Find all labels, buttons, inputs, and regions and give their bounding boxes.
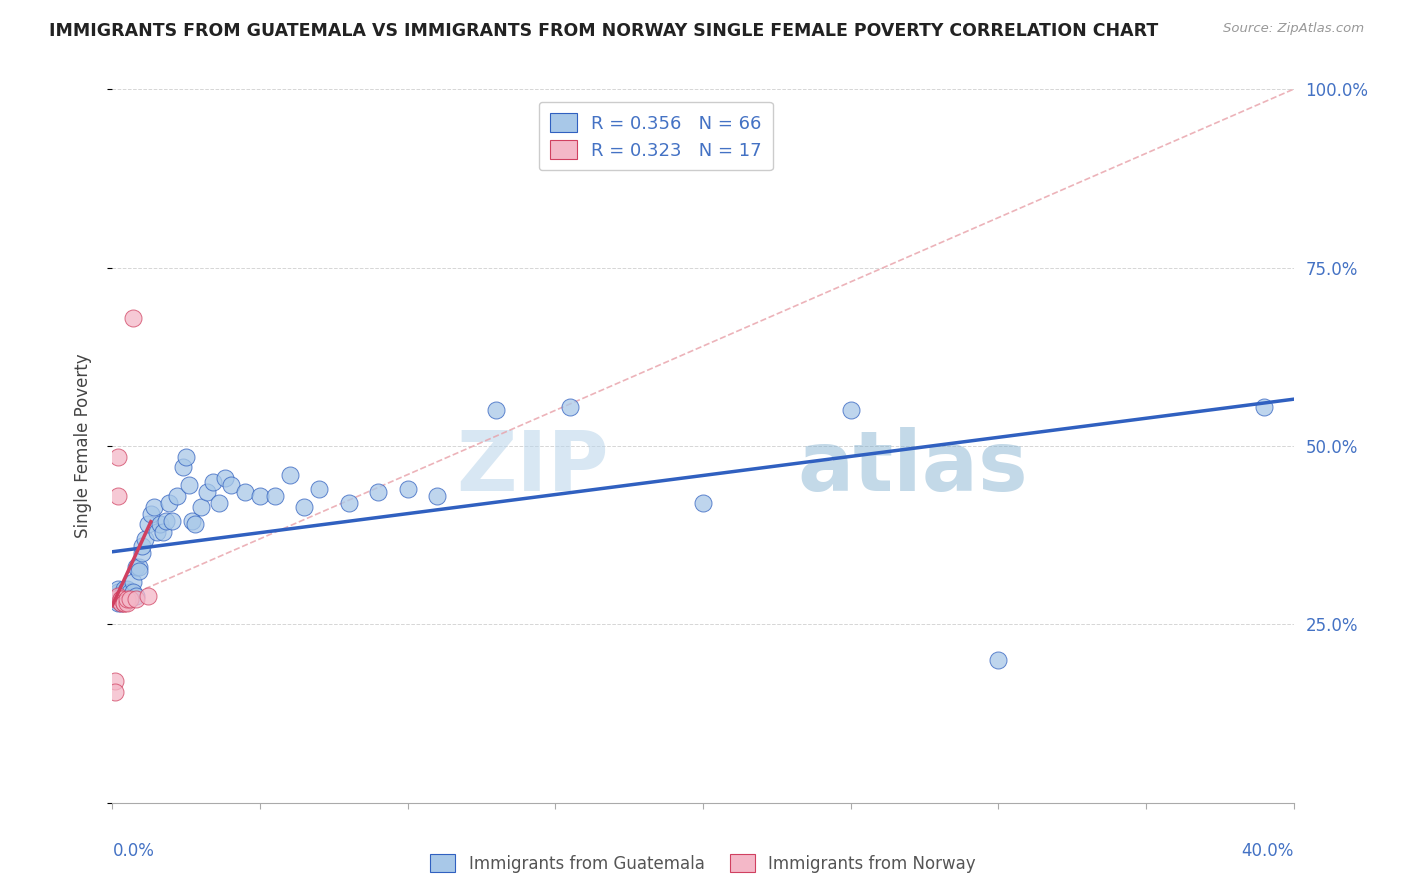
Point bbox=[181, 514, 204, 528]
Point bbox=[110, 592, 132, 607]
Point bbox=[152, 524, 174, 539]
Point bbox=[367, 485, 389, 500]
Point bbox=[104, 674, 127, 689]
Text: 40.0%: 40.0% bbox=[1241, 842, 1294, 860]
Point bbox=[120, 592, 142, 607]
Y-axis label: Single Female Poverty: Single Female Poverty bbox=[73, 354, 91, 538]
Point bbox=[104, 589, 127, 603]
Point bbox=[112, 596, 135, 610]
Point bbox=[839, 403, 862, 417]
Point bbox=[214, 471, 236, 485]
Point bbox=[107, 589, 129, 603]
Point bbox=[104, 592, 127, 607]
Point bbox=[117, 582, 138, 596]
Text: 0.0%: 0.0% bbox=[112, 842, 155, 860]
Point bbox=[107, 582, 129, 596]
Point bbox=[120, 589, 142, 603]
Point bbox=[426, 489, 449, 503]
Point bbox=[120, 592, 142, 607]
Point bbox=[110, 596, 132, 610]
Point bbox=[146, 524, 169, 539]
Point bbox=[112, 582, 135, 596]
Legend: R = 0.356   N = 66, R = 0.323   N = 17: R = 0.356 N = 66, R = 0.323 N = 17 bbox=[538, 102, 773, 170]
Point bbox=[160, 514, 183, 528]
Text: IMMIGRANTS FROM GUATEMALA VS IMMIGRANTS FROM NORWAY SINGLE FEMALE POVERTY CORREL: IMMIGRANTS FROM GUATEMALA VS IMMIGRANTS … bbox=[49, 22, 1159, 40]
Point bbox=[396, 482, 419, 496]
Point bbox=[110, 592, 132, 607]
Point bbox=[120, 585, 142, 599]
Legend: Immigrants from Guatemala, Immigrants from Norway: Immigrants from Guatemala, Immigrants fr… bbox=[423, 847, 983, 880]
Text: atlas: atlas bbox=[797, 427, 1028, 508]
Point bbox=[131, 546, 153, 560]
Point bbox=[558, 400, 582, 414]
Point bbox=[128, 564, 150, 578]
Point bbox=[208, 496, 231, 510]
Point bbox=[184, 517, 207, 532]
Point bbox=[107, 596, 129, 610]
Point bbox=[201, 475, 224, 489]
Point bbox=[125, 589, 148, 603]
Point bbox=[107, 450, 129, 464]
Point bbox=[278, 467, 301, 482]
Point bbox=[136, 589, 159, 603]
Point bbox=[125, 592, 148, 607]
Point bbox=[987, 653, 1010, 667]
Point bbox=[104, 592, 127, 607]
Point bbox=[249, 489, 271, 503]
Point bbox=[125, 560, 148, 574]
Point bbox=[219, 478, 242, 492]
Text: Source: ZipAtlas.com: Source: ZipAtlas.com bbox=[1223, 22, 1364, 36]
Point bbox=[485, 403, 508, 417]
Point bbox=[104, 685, 127, 699]
Point bbox=[110, 596, 132, 610]
Point bbox=[117, 585, 138, 599]
Point bbox=[190, 500, 212, 514]
Point bbox=[122, 585, 145, 599]
Point bbox=[107, 585, 129, 599]
Text: ZIP: ZIP bbox=[456, 427, 609, 508]
Point bbox=[174, 450, 197, 464]
Point bbox=[117, 596, 138, 610]
Point bbox=[179, 478, 201, 492]
Point bbox=[110, 592, 132, 607]
Point bbox=[110, 592, 132, 607]
Point bbox=[337, 496, 360, 510]
Point bbox=[117, 592, 138, 607]
Point bbox=[131, 539, 153, 553]
Point bbox=[117, 592, 138, 607]
Point bbox=[110, 589, 132, 603]
Point bbox=[139, 507, 162, 521]
Point bbox=[134, 532, 156, 546]
Point bbox=[195, 485, 218, 500]
Point bbox=[128, 560, 150, 574]
Point bbox=[112, 585, 135, 599]
Point bbox=[308, 482, 330, 496]
Point bbox=[166, 489, 188, 503]
Point bbox=[122, 574, 145, 589]
Point bbox=[1253, 400, 1275, 414]
Point bbox=[112, 596, 135, 610]
Point bbox=[692, 496, 714, 510]
Point bbox=[142, 500, 165, 514]
Point bbox=[107, 489, 129, 503]
Point bbox=[122, 310, 145, 325]
Point bbox=[117, 592, 138, 607]
Point bbox=[149, 517, 172, 532]
Point bbox=[172, 460, 194, 475]
Point bbox=[292, 500, 315, 514]
Point bbox=[264, 489, 287, 503]
Point bbox=[155, 514, 177, 528]
Point bbox=[157, 496, 180, 510]
Point bbox=[136, 517, 159, 532]
Point bbox=[112, 592, 135, 607]
Point bbox=[107, 592, 129, 607]
Point bbox=[233, 485, 256, 500]
